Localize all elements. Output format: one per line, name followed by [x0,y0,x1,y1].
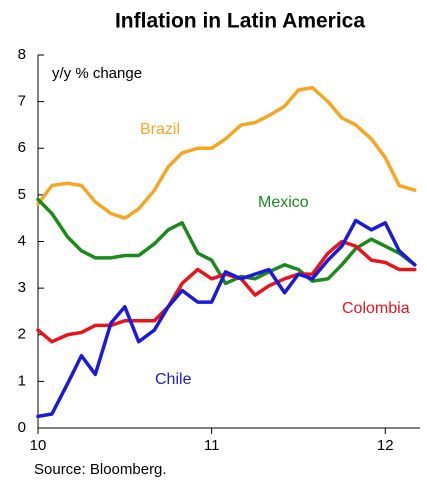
y-tick-label: 2 [18,326,26,343]
series-label: Colombia [342,300,410,317]
y-tick-label: 5 [18,186,26,203]
y-tick-label: 1 [18,372,26,389]
series-line [36,85,417,220]
y-tick-label: 8 [18,46,26,63]
y-tick-label: 3 [18,279,26,296]
chart-title: Inflation in Latin America [115,10,365,33]
y-tick-label: 0 [18,419,26,436]
series-label: Mexico [258,194,309,211]
y-axis-label: y/y % change [52,65,142,82]
x-tick-label: 12 [377,437,394,454]
series-line [36,218,417,419]
x-tick-label: 10 [30,437,47,454]
y-tick-label: 7 [18,93,26,110]
y-tick-label: 6 [18,139,26,156]
y-tick-label: 4 [18,232,26,249]
series-label: Brazil [140,121,180,138]
x-tick-label: 11 [204,437,220,454]
series-label: Chile [155,371,192,388]
series-line [36,197,417,286]
source: Source: Bloomberg. [34,461,167,478]
